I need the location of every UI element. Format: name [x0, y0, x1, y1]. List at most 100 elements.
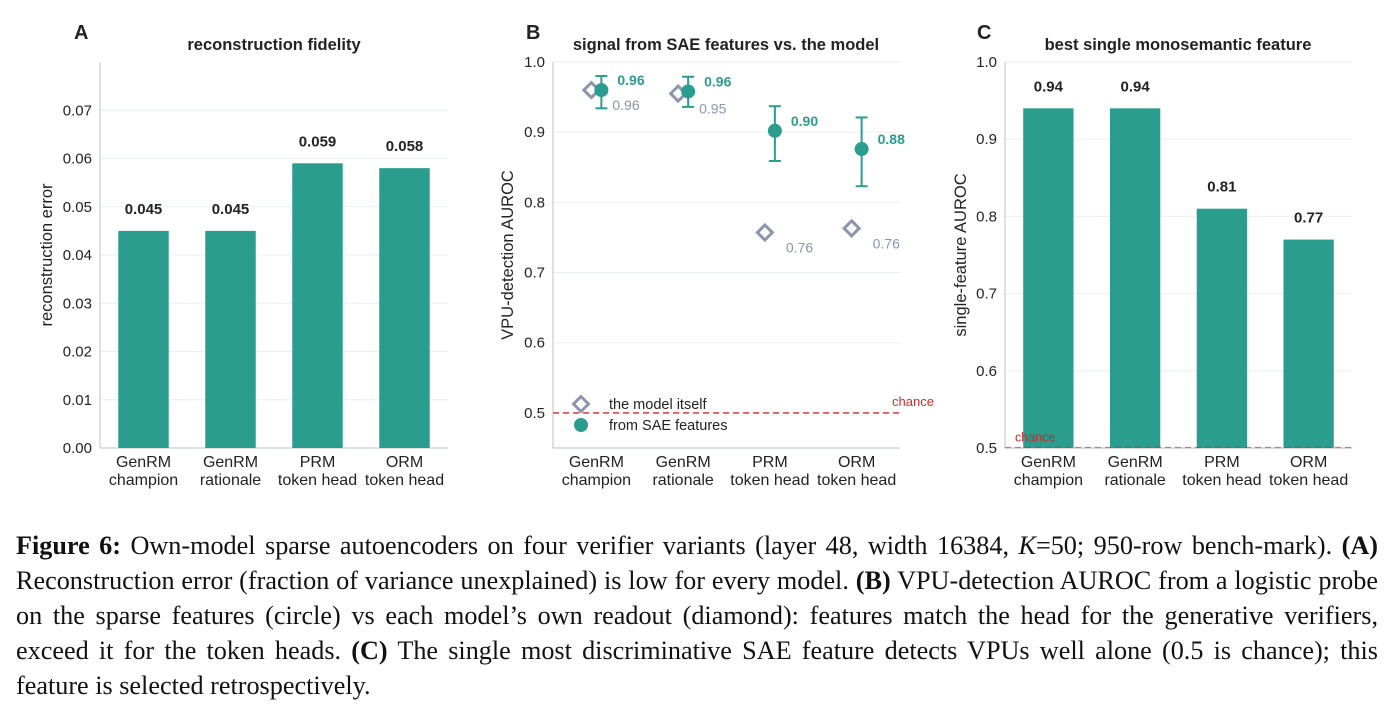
bar-value-label: 0.94	[1034, 78, 1064, 95]
y-tick-label: 0.7	[976, 286, 997, 303]
panel-letter: A	[74, 22, 88, 44]
bar	[1109, 108, 1161, 448]
sae-value-label: 0.96	[704, 73, 731, 89]
panel-letter: B	[526, 22, 540, 44]
y-tick-label: 0.5	[524, 405, 545, 422]
y-tick-label: 0.00	[63, 440, 92, 457]
x-tick-label-line: token head	[1182, 472, 1261, 489]
y-tick-label: 0.05	[63, 199, 92, 216]
y-tick-label: 1.0	[524, 54, 545, 71]
x-tick-label: PRM token head	[278, 454, 357, 489]
model-value-label: 0.76	[786, 240, 813, 256]
x-tick-label: GenRM rationale	[1104, 454, 1165, 489]
x-tick-label-line: champion	[1014, 472, 1083, 489]
x-tick-label-line: GenRM	[1021, 454, 1076, 471]
bar-value-label: 0.059	[299, 133, 337, 150]
caption-b-label: (B)	[855, 566, 891, 595]
caption-a-text: Reconstruction error (fraction of varian…	[16, 566, 856, 595]
y-tick-label: 0.06	[63, 151, 92, 168]
x-tick-label: ORM token head	[365, 454, 444, 489]
model-value-label: 0.95	[699, 101, 726, 117]
x-tick-label-line: GenRM	[656, 454, 711, 471]
y-tick-label: 0.9	[524, 124, 545, 141]
bar-value-label: 0.77	[1294, 210, 1323, 227]
sae-circle-point	[854, 142, 869, 157]
legend-circle-marker	[574, 418, 588, 432]
x-tick-label: ORM token head	[1269, 454, 1348, 489]
x-tick-label: GenRM champion	[109, 454, 178, 489]
x-tick-label: GenRM rationale	[652, 454, 713, 489]
y-tick-label: 0.03	[63, 295, 92, 312]
model-diamond-point	[755, 222, 775, 243]
figure-caption: Figure 6: Own-model sparse autoencoders …	[16, 528, 1378, 703]
model-value-label: 0.96	[612, 97, 639, 113]
x-tick-label-line: GenRM	[116, 454, 171, 471]
panel-title: reconstruction fidelity	[187, 36, 361, 54]
bar-value-label: 0.045	[212, 201, 250, 218]
x-tick-label: PRM token head	[1182, 454, 1261, 489]
legend-label-model: the model itself	[609, 397, 707, 413]
bar	[1196, 208, 1248, 448]
x-tick-label-line: rationale	[1104, 472, 1165, 489]
panel-title: signal from SAE features vs. the model	[573, 36, 879, 54]
bar	[205, 230, 256, 448]
y-tick-label: 1.0	[976, 54, 997, 71]
y-tick-label: 0.8	[524, 194, 545, 211]
sae-value-label: 0.90	[791, 113, 818, 129]
bar-value-label: 0.058	[386, 138, 424, 155]
model-diamond-point	[842, 218, 862, 238]
sae-value-label: 0.88	[878, 131, 905, 147]
y-tick-label: 0.07	[63, 102, 92, 119]
sae-circle-point	[681, 84, 696, 99]
chance-label: chance	[892, 394, 934, 409]
sae-circle-point	[767, 123, 782, 138]
x-tick-label: PRM token head	[730, 454, 809, 489]
x-tick-label-line: token head	[817, 472, 896, 489]
x-tick-label-line: token head	[730, 472, 809, 489]
x-tick-label: GenRM rationale	[200, 454, 261, 489]
caption-c-text: The single most discriminative SAE featu…	[16, 636, 1378, 700]
x-tick-label-line: champion	[109, 472, 178, 489]
sae-circle-point	[594, 83, 609, 98]
x-tick-label-line: rationale	[200, 472, 261, 489]
y-tick-label: 0.6	[976, 363, 997, 380]
y-tick-label: 0.5	[976, 440, 997, 457]
x-tick-label-line: ORM	[1290, 454, 1327, 471]
x-tick-label-line: PRM	[1204, 454, 1240, 471]
bar-value-label: 0.94	[1121, 78, 1151, 95]
caption-k-symbol: K	[1018, 531, 1036, 560]
legend-diamond-marker	[571, 394, 591, 414]
y-axis-label: single-feature AUROC	[952, 173, 970, 336]
sae-value-label: 0.96	[617, 72, 644, 88]
y-tick-label: 0.02	[63, 344, 92, 361]
x-tick-label: GenRM champion	[1014, 454, 1083, 489]
bar	[379, 168, 430, 448]
legend-label-sae: from SAE features	[609, 418, 727, 434]
y-axis-label: reconstruction error	[38, 183, 56, 327]
y-axis-label: VPU-detection AUROC	[499, 170, 517, 340]
x-tick-label-line: PRM	[752, 454, 788, 471]
y-tick-label: 0.7	[524, 265, 545, 282]
caption-a-label: (A)	[1341, 531, 1378, 560]
bar	[1023, 108, 1074, 448]
x-tick-label-line: ORM	[386, 454, 423, 471]
x-tick-label-line: GenRM	[203, 454, 258, 471]
caption-b-text: VPU-detection AUROC from a logistic prob…	[16, 566, 1378, 665]
bar-value-label: 0.045	[125, 201, 163, 218]
x-tick-label-line: token head	[365, 472, 444, 489]
x-tick-label-line: token head	[278, 472, 357, 489]
caption-intro-1: Own-model sparse autoencoders on four ve…	[120, 531, 1019, 560]
x-tick-label-line: rationale	[652, 472, 713, 489]
y-tick-label: 0.01	[63, 392, 92, 409]
x-tick-label-line: GenRM	[569, 454, 624, 471]
panel-letter: C	[977, 22, 991, 44]
chance-label: chance	[1015, 431, 1055, 445]
x-tick-label: ORM token head	[817, 454, 896, 489]
model-value-label: 0.76	[873, 235, 900, 251]
bar	[1283, 239, 1334, 448]
x-tick-label-line: GenRM	[1108, 454, 1163, 471]
